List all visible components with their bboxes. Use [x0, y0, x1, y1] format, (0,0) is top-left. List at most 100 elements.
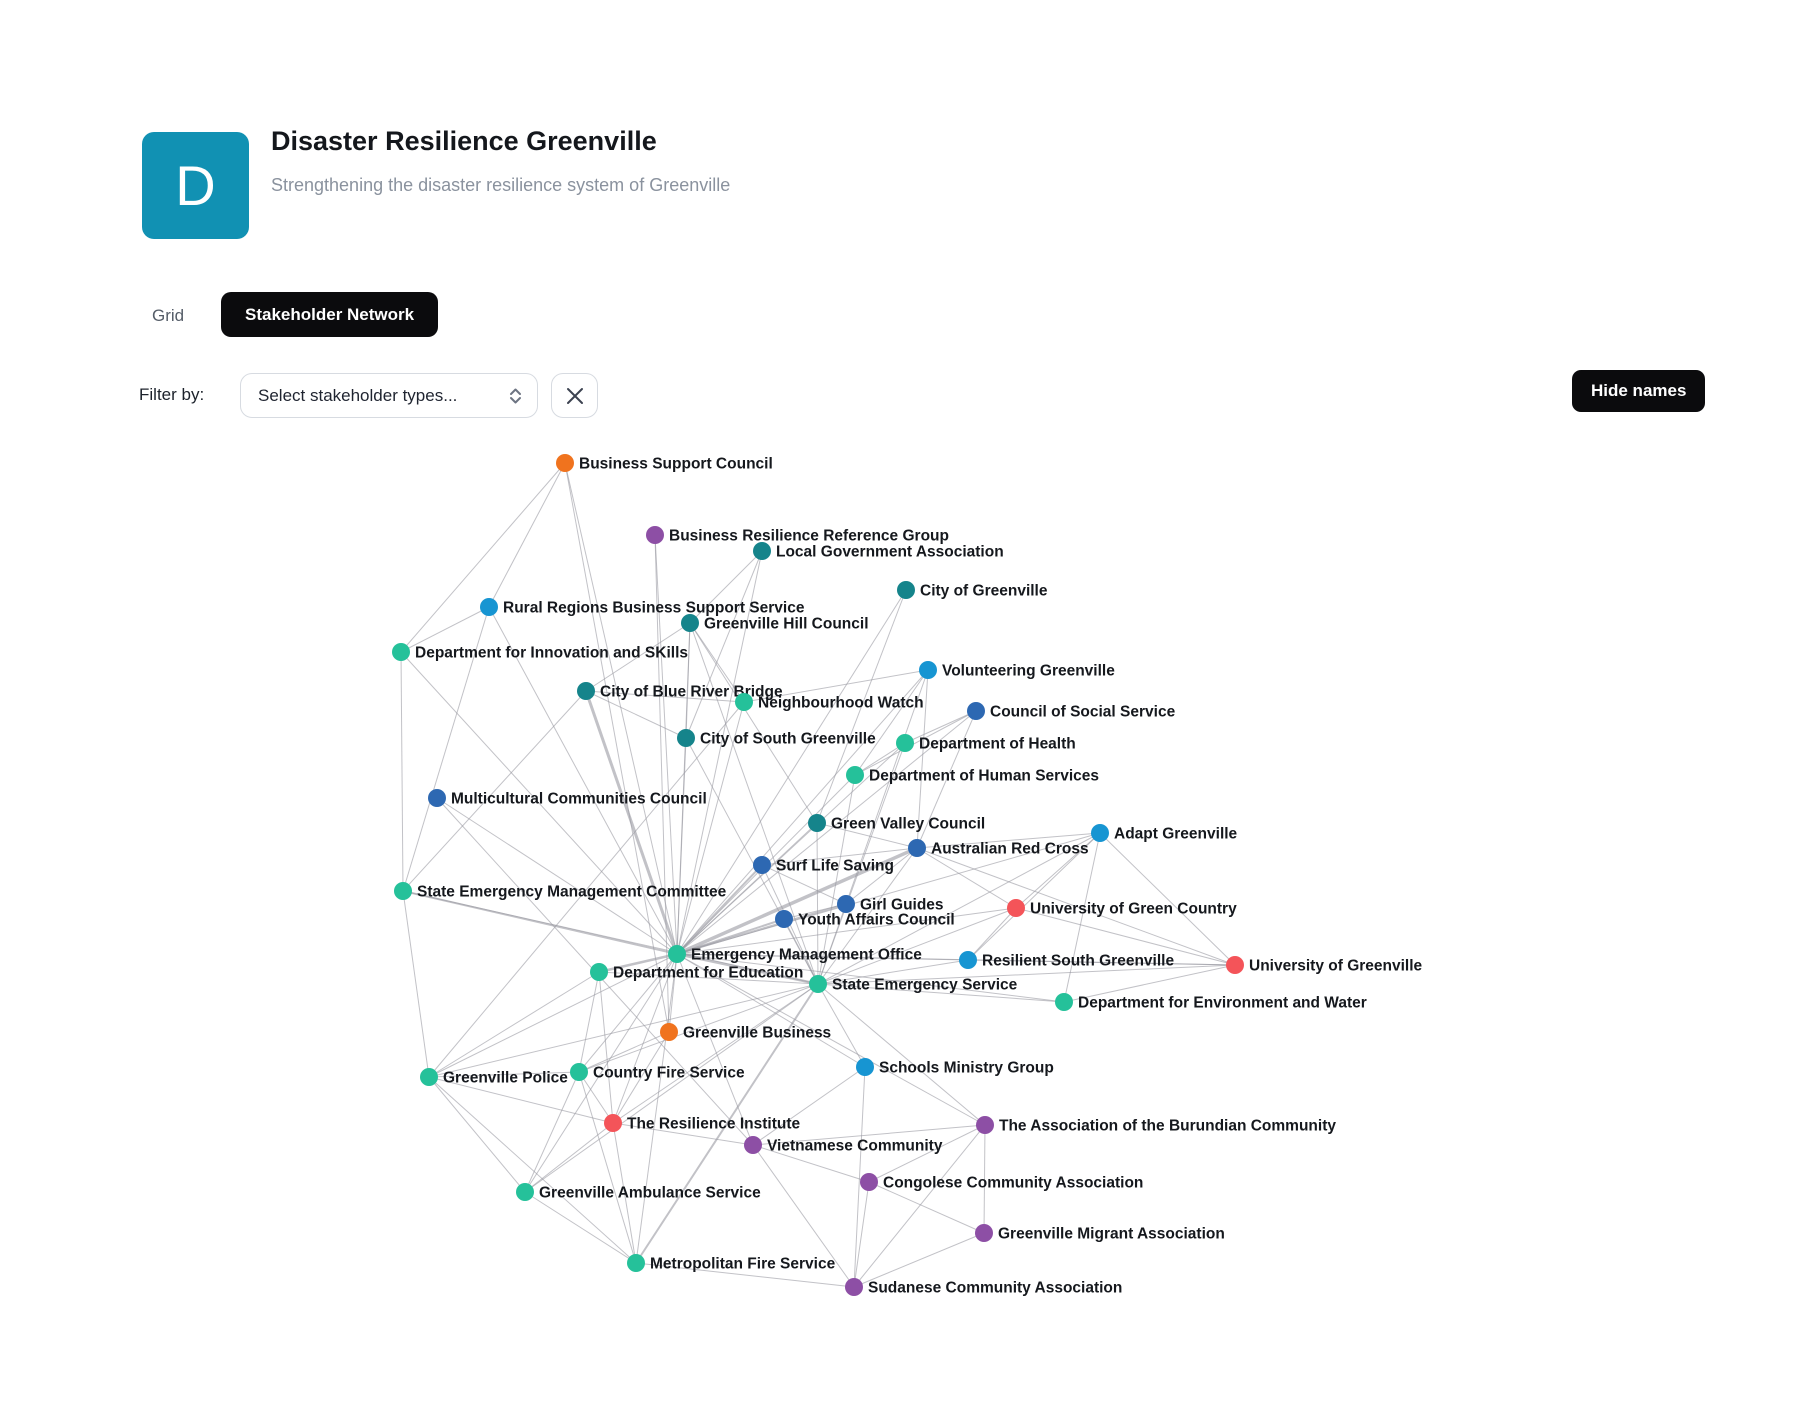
network-node-semc[interactable]: State Emergency Management Committee	[394, 882, 727, 901]
network-node-gp[interactable]: Greenville Police	[420, 1068, 568, 1087]
network-node-bsc[interactable]: Business Support Council	[556, 454, 773, 473]
network-node-ghc[interactable]: Greenville Hill Council	[681, 614, 869, 633]
network-node-css[interactable]: Council of Social Service	[967, 702, 1176, 721]
network-node-cog[interactable]: City of Greenville	[897, 581, 1048, 600]
network-node-emo[interactable]: Emergency Management Office	[668, 945, 922, 964]
network-node-vc[interactable]: Vietnamese Community	[744, 1136, 943, 1155]
node-dot-rrbss[interactable]	[480, 598, 498, 616]
network-node-dis[interactable]: Department for Innovation and SKills	[392, 643, 688, 662]
network-node-ses[interactable]: State Emergency Service	[809, 975, 1018, 994]
network-node-gg[interactable]: Girl Guides	[837, 895, 944, 914]
node-dot-csg[interactable]	[677, 729, 695, 747]
network-node-mcc[interactable]: Multicultural Communities Council	[428, 789, 707, 808]
network-node-doh[interactable]: Department of Health	[896, 734, 1076, 753]
node-dot-vc[interactable]	[744, 1136, 762, 1154]
network-node-nw[interactable]: Neighbourhood Watch	[735, 693, 924, 712]
network-node-gb[interactable]: Greenville Business	[660, 1023, 831, 1042]
node-label-rsg: Resilient South Greenville	[982, 953, 1174, 970]
network-node-tri[interactable]: The Resilience Institute	[604, 1114, 801, 1133]
stakeholder-type-select[interactable]: Select stakeholder types...	[240, 373, 538, 418]
network-node-rrbss[interactable]: Rural Regions Business Support Service	[480, 598, 805, 617]
node-dot-cca[interactable]	[860, 1173, 878, 1191]
node-dot-uog[interactable]	[1226, 956, 1244, 974]
network-node-lga[interactable]: Local Government Association	[753, 542, 1004, 561]
node-dot-gma[interactable]	[975, 1224, 993, 1242]
node-dot-css[interactable]	[967, 702, 985, 720]
network-node-arc[interactable]: Australian Red Cross	[908, 839, 1089, 858]
node-label-abc: The Association of the Burundian Communi…	[999, 1118, 1336, 1135]
network-edge-cfs-tri	[578, 1071, 614, 1124]
node-dot-cbrb[interactable]	[577, 682, 595, 700]
network-edge-ses-dew	[817, 983, 1065, 1003]
network-node-sca[interactable]: Sudanese Community Association	[845, 1278, 1122, 1297]
network-node-dfe[interactable]: Department for Education	[590, 963, 803, 982]
node-dot-bsc[interactable]	[556, 454, 574, 472]
tab-stakeholder-network[interactable]: Stakeholder Network	[221, 292, 439, 337]
node-dot-sls[interactable]	[753, 856, 771, 874]
node-dot-semc[interactable]	[394, 882, 412, 900]
network-node-abc[interactable]: The Association of the Burundian Communi…	[976, 1116, 1336, 1135]
network-node-gas[interactable]: Greenville Ambulance Service	[516, 1183, 761, 1202]
node-dot-gg[interactable]	[837, 895, 855, 913]
network-node-rsg[interactable]: Resilient South Greenville	[959, 951, 1174, 970]
node-dot-dfe[interactable]	[590, 963, 608, 981]
network-node-smg[interactable]: Schools Ministry Group	[856, 1058, 1054, 1077]
node-dot-cfs[interactable]	[570, 1063, 588, 1081]
node-dot-sca[interactable]	[845, 1278, 863, 1296]
hide-names-button[interactable]: Hide names	[1572, 370, 1706, 412]
network-edge-smg-vc	[752, 1066, 866, 1146]
network-node-sls[interactable]: Surf Life Saving	[753, 856, 894, 875]
network-node-uog[interactable]: University of Greenville	[1226, 956, 1423, 975]
node-dot-dew[interactable]	[1055, 993, 1073, 1011]
node-dot-mcc[interactable]	[428, 789, 446, 807]
node-dot-abc[interactable]	[976, 1116, 994, 1134]
node-dot-gb[interactable]	[660, 1023, 678, 1041]
clear-filter-button[interactable]	[551, 373, 598, 418]
node-label-brrg: Business Resilience Reference Group	[669, 528, 949, 545]
node-dot-emo[interactable]	[668, 945, 686, 963]
node-dot-cog[interactable]	[897, 581, 915, 599]
network-node-cbrb[interactable]: City of Blue River Bridge	[577, 682, 783, 701]
network-node-mfs[interactable]: Metropolitan Fire Service	[627, 1254, 836, 1273]
network-edge-ses-tri	[612, 983, 819, 1124]
network-node-cfs[interactable]: Country Fire Service	[570, 1063, 745, 1082]
network-edge-uog-dew	[1063, 964, 1236, 1003]
node-dot-gp[interactable]	[420, 1068, 438, 1086]
node-dot-arc[interactable]	[908, 839, 926, 857]
node-dot-yac[interactable]	[775, 910, 793, 928]
node-dot-dis[interactable]	[392, 643, 410, 661]
network-node-gvc[interactable]: Green Valley Council	[808, 814, 985, 833]
network-node-vg[interactable]: Volunteering Greenville	[919, 661, 1115, 680]
tab-grid[interactable]: Grid	[146, 296, 190, 336]
network-node-csg[interactable]: City of South Greenville	[677, 729, 876, 748]
network-node-dew[interactable]: Department for Environment and Water	[1055, 993, 1367, 1012]
node-dot-gas[interactable]	[516, 1183, 534, 1201]
node-dot-rsg[interactable]	[959, 951, 977, 969]
node-dot-mfs[interactable]	[627, 1254, 645, 1272]
node-dot-smg[interactable]	[856, 1058, 874, 1076]
network-node-cca[interactable]: Congolese Community Association	[860, 1173, 1143, 1192]
node-dot-vg[interactable]	[919, 661, 937, 679]
network-edge-css-emo	[676, 710, 977, 955]
node-dot-tri[interactable]	[604, 1114, 622, 1132]
network-node-ugc[interactable]: University of Green Country	[1007, 899, 1237, 918]
node-dot-ses[interactable]	[809, 975, 827, 993]
network-node-brrg[interactable]: Business Resilience Reference Group	[646, 526, 949, 545]
node-dot-doh[interactable]	[896, 734, 914, 752]
network-edge-emo-abc	[676, 953, 986, 1126]
node-label-cfs: Country Fire Service	[593, 1065, 745, 1082]
node-dot-dhs[interactable]	[846, 766, 864, 784]
node-dot-lga[interactable]	[753, 542, 771, 560]
network-edge-gas-mfs	[524, 1191, 637, 1264]
node-dot-ghc[interactable]	[681, 614, 699, 632]
network-node-yac[interactable]: Youth Affairs Council	[775, 910, 955, 929]
node-dot-gvc[interactable]	[808, 814, 826, 832]
node-dot-nw[interactable]	[735, 693, 753, 711]
network-node-dhs[interactable]: Department of Human Services	[846, 766, 1099, 785]
node-dot-brrg[interactable]	[646, 526, 664, 544]
network-node-gma[interactable]: Greenville Migrant Association	[975, 1224, 1225, 1243]
node-dot-ugc[interactable]	[1007, 899, 1025, 917]
network-node-ag[interactable]: Adapt Greenville	[1091, 824, 1238, 843]
network-edge-bsc-dis	[400, 462, 566, 653]
node-dot-ag[interactable]	[1091, 824, 1109, 842]
